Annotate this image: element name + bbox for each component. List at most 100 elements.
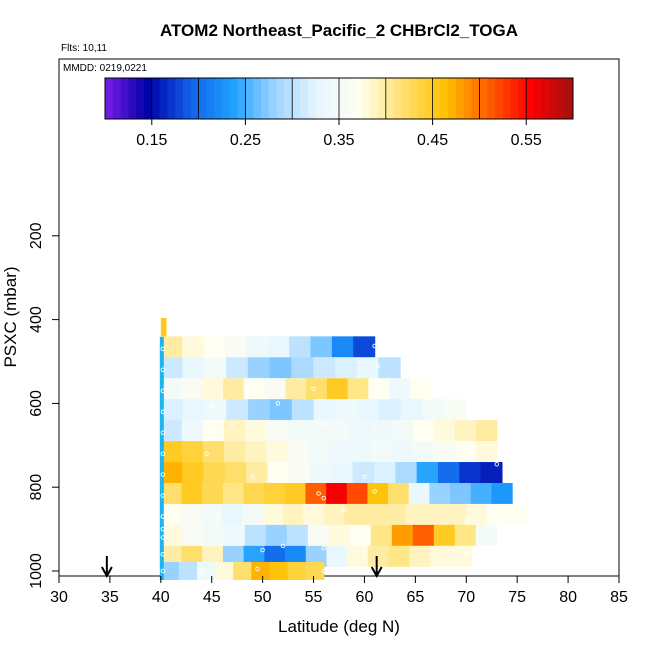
heat-cell	[328, 441, 351, 463]
heat-cell	[326, 482, 348, 504]
sample-point	[160, 472, 166, 477]
x-tick-label: 50	[254, 589, 272, 606]
sample-point	[250, 474, 255, 479]
heat-cell	[303, 503, 325, 525]
heat-cell	[409, 545, 431, 567]
x-tick-label: 65	[406, 589, 424, 606]
y-axis-label: PSXC (mbar)	[1, 266, 20, 367]
sample-point	[321, 568, 326, 574]
colorbar-swatch	[175, 78, 184, 119]
x-tick-label: 55	[305, 589, 323, 606]
colorbar-swatch	[159, 78, 168, 119]
sample-point	[160, 493, 166, 498]
colorbar-tick-label: 0.45	[417, 132, 448, 149]
colorbar-tick-label: 0.35	[323, 132, 354, 149]
heat-cell	[391, 420, 414, 442]
colorbar-swatch	[440, 78, 449, 119]
heat-cell	[389, 378, 411, 400]
heat-cell	[475, 420, 498, 442]
heat-cell	[269, 562, 289, 580]
colorbar-swatch	[424, 78, 434, 119]
colorbar-swatch	[495, 78, 504, 119]
heat-cell	[286, 524, 309, 546]
colorbar-swatch	[432, 78, 441, 119]
heat-cell	[181, 378, 203, 400]
heat-cell	[287, 562, 307, 580]
heat-cell	[160, 357, 184, 379]
colorbar-swatch	[565, 78, 574, 119]
colorbar-swatch	[276, 78, 285, 119]
heat-cell	[243, 378, 266, 400]
heat-cell	[248, 399, 271, 421]
heat-cell	[182, 336, 205, 358]
x-axis-label: Latitude (deg N)	[278, 617, 400, 636]
heat-cell	[243, 545, 265, 567]
sample-point	[255, 566, 260, 572]
heat-cell	[370, 524, 393, 546]
heat-cell	[370, 441, 393, 463]
heat-cell	[491, 482, 513, 504]
heat-cell	[405, 503, 427, 525]
heat-cell	[223, 524, 246, 546]
heat-cell	[454, 524, 477, 546]
heat-cell	[160, 562, 180, 580]
colorbar-swatch	[463, 78, 473, 119]
heat-cell	[450, 482, 472, 504]
colorbar-swatch	[323, 78, 332, 119]
heat-cell	[178, 562, 198, 580]
sample-point	[229, 422, 235, 427]
colorbar-swatch	[526, 78, 535, 119]
heat-cell	[306, 378, 328, 400]
heat-cell	[313, 357, 336, 379]
x-tick-label: 85	[610, 589, 628, 606]
heat-cell	[347, 378, 369, 400]
heat-cell	[202, 378, 224, 400]
heat-cell	[454, 441, 477, 463]
colorbar	[104, 77, 574, 125]
colorbar-swatch	[268, 78, 278, 119]
heat-cell	[466, 503, 488, 525]
heat-cell	[284, 482, 307, 504]
heat-cell	[160, 462, 183, 484]
heat-cell	[223, 378, 245, 400]
heat-cell	[422, 399, 446, 421]
sample-point	[375, 363, 380, 368]
heat-cell	[160, 524, 183, 546]
heat-cell	[202, 545, 224, 567]
heat-cell	[323, 503, 345, 525]
colorbar-swatch	[214, 78, 223, 119]
heat-cell	[197, 562, 216, 580]
colorbar-swatch	[471, 78, 480, 119]
x-tick-label: 45	[203, 589, 221, 606]
heat-cell	[384, 503, 406, 525]
heat-cell	[374, 462, 396, 484]
colorbar-swatch	[362, 78, 371, 119]
sample-point	[316, 491, 321, 496]
heat-cell	[181, 524, 204, 546]
heat-cell	[267, 462, 290, 484]
heat-cell	[182, 462, 205, 484]
heat-cell	[331, 336, 354, 358]
colorbar-swatch	[136, 78, 145, 119]
colorbar-swatch	[378, 78, 387, 119]
heat-cell	[269, 399, 293, 421]
heat-cell	[265, 524, 288, 546]
colorbar-swatch	[206, 78, 215, 119]
heat-cell	[395, 462, 418, 484]
sample-point	[204, 451, 209, 456]
heat-cell	[181, 545, 203, 567]
heat-cell	[160, 482, 183, 504]
sample-point	[214, 512, 220, 517]
colorbar-swatch	[541, 78, 551, 119]
heat-cell	[313, 399, 336, 421]
colorbar-swatch	[120, 78, 129, 119]
heat-cell	[160, 378, 183, 400]
heat-cell	[346, 482, 369, 504]
colorbar-swatch	[237, 78, 246, 119]
colorbar-swatch	[487, 78, 496, 119]
colorbar-swatch	[245, 78, 254, 119]
arrow-head	[100, 566, 113, 579]
heat-cell	[445, 503, 467, 525]
colorbar-swatch	[518, 78, 527, 119]
